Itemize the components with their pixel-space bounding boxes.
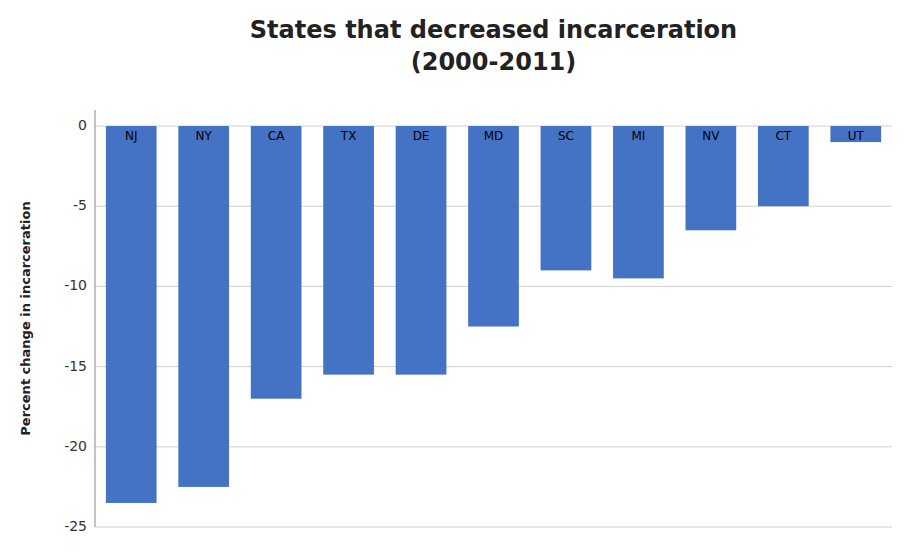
category-label: TX [340, 129, 357, 143]
bars [106, 126, 881, 503]
category-label: UT [848, 129, 865, 143]
title: States that decreased incarceration (2000… [250, 16, 737, 76]
y-tick-label: -20 [64, 438, 87, 454]
bar [468, 126, 519, 326]
y-tick-label: -25 [64, 518, 87, 534]
category-label: MD [484, 129, 504, 143]
y-axis-line [95, 110, 96, 527]
title-line: (2000-2011) [411, 48, 577, 76]
category-label: MI [631, 129, 645, 143]
bar [758, 126, 809, 206]
y-axis: 0 -5 -10 -15 -20 -25 [64, 110, 95, 534]
grid [95, 126, 892, 527]
category-label: CA [268, 129, 285, 143]
bar [613, 126, 664, 278]
chart-svg: 0 -5 -10 -15 -20 -25 NJ NY CA TX DE MD SC MI NV CT UT Sta… [0, 0, 917, 552]
title-line: States that decreased incarceration [250, 16, 737, 44]
bar [830, 126, 881, 142]
y-tick-label: 0 [78, 117, 87, 133]
bar [251, 126, 302, 399]
y-tick-label: -10 [64, 277, 87, 293]
bar [323, 126, 374, 375]
category-label: SC [558, 129, 574, 143]
bar [541, 126, 592, 270]
category-label: NY [196, 129, 213, 143]
category-label: DE [413, 129, 430, 143]
bar [686, 126, 737, 230]
chart-container: 0 -5 -10 -15 -20 -25 NJ NY CA TX DE MD SC MI NV CT UT Sta… [0, 0, 917, 552]
bar [106, 126, 157, 503]
y-tick-label: -15 [64, 358, 87, 374]
category-label: NJ [125, 129, 138, 143]
grid-line [95, 527, 892, 528]
category-label: CT [775, 129, 791, 143]
category-label: NV [702, 129, 720, 143]
category-labels: NJ NY CA TX DE MD SC MI NV CT UT [125, 129, 865, 143]
bar [396, 126, 447, 375]
y-axis-label: Percent change in incarceration [18, 201, 33, 435]
y-tick-label: -5 [73, 197, 87, 213]
bar [178, 126, 229, 487]
